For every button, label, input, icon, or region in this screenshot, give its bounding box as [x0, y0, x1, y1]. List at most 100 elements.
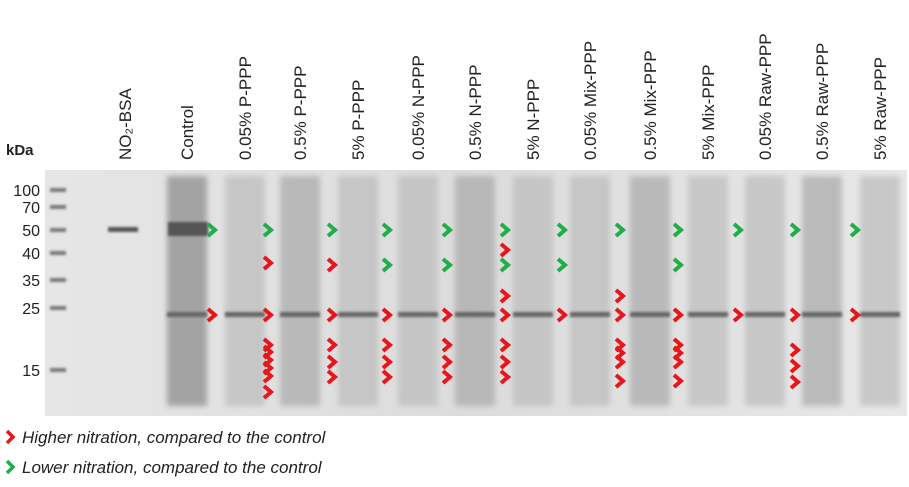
arrow	[789, 222, 802, 238]
lane-label: 0.5% P-PPP	[291, 66, 310, 161]
arrow	[499, 222, 512, 238]
band	[168, 222, 208, 236]
band	[108, 227, 138, 232]
band	[455, 312, 495, 317]
arrow	[441, 222, 454, 238]
legend: Higher nitration, compared to the contro…	[5, 428, 327, 477]
arrow	[206, 307, 219, 323]
marker-band	[50, 228, 66, 232]
arrow	[206, 222, 219, 238]
marker-label: 100	[13, 183, 40, 200]
marker-band	[50, 251, 66, 255]
arrow	[441, 337, 454, 353]
arrow	[614, 307, 627, 323]
lane-label: 0.5% Raw-PPP	[813, 43, 832, 160]
band	[338, 312, 378, 317]
marker-band	[50, 368, 66, 372]
lane-label: 0.05% N-PPP	[409, 55, 428, 160]
arrow	[326, 337, 339, 353]
lane-label: 5% P-PPP	[349, 80, 368, 160]
arrow	[381, 222, 394, 238]
gel-lanes	[167, 176, 900, 406]
arrow	[499, 354, 512, 370]
arrow	[732, 222, 745, 238]
lane-label: 0.05% P-PPP	[236, 56, 255, 160]
lane	[570, 176, 610, 406]
marker-label: 25	[22, 301, 40, 318]
lane-label: 5% N-PPP	[524, 79, 543, 160]
arrow	[614, 222, 627, 238]
arrow	[732, 307, 745, 323]
lane-label: Control	[178, 105, 197, 160]
lane	[745, 176, 785, 406]
lane-label: 0.5% Mix-PPP	[641, 50, 660, 160]
arrow	[441, 257, 454, 273]
lane	[338, 176, 378, 406]
marker-band	[50, 205, 66, 209]
lane	[280, 176, 320, 406]
legend-text: Lower nitration, compared to the control	[22, 458, 323, 477]
gel-bands	[50, 188, 900, 372]
lane	[167, 176, 207, 406]
lane-label: 0.05% Raw-PPP	[756, 33, 775, 160]
arrow	[326, 307, 339, 323]
arrow	[789, 342, 802, 358]
arrow	[326, 257, 339, 273]
marker-label: 35	[22, 273, 40, 290]
arrow	[441, 307, 454, 323]
arrow	[672, 222, 685, 238]
lane-label: 5% Raw-PPP	[871, 57, 890, 160]
marker-label: 40	[22, 246, 40, 263]
band	[688, 312, 728, 317]
lane-label: NO₂-BSA	[116, 88, 135, 160]
arrow	[499, 288, 512, 304]
marker-label: 50	[22, 223, 40, 240]
arrow	[672, 373, 685, 389]
arrow	[556, 257, 569, 273]
arrow	[499, 242, 512, 258]
band	[513, 312, 553, 317]
arrow	[262, 368, 275, 384]
band	[630, 312, 670, 317]
band	[860, 312, 900, 317]
lane-label: 0.05% Mix-PPP	[581, 41, 600, 160]
arrow	[672, 307, 685, 323]
band	[802, 312, 842, 317]
arrow	[262, 222, 275, 238]
arrow	[326, 369, 339, 385]
lane	[513, 176, 553, 406]
arrow	[499, 369, 512, 385]
lane	[688, 176, 728, 406]
arrow	[849, 307, 862, 323]
arrow	[441, 354, 454, 370]
lane-label: 0.5% N-PPP	[466, 65, 485, 160]
band	[280, 312, 320, 317]
arrow	[614, 373, 627, 389]
arrow	[262, 384, 275, 400]
arrow	[381, 354, 394, 370]
band	[398, 312, 438, 317]
lane-label: 5% Mix-PPP	[699, 65, 718, 160]
arrow	[556, 222, 569, 238]
arrow	[556, 307, 569, 323]
lane	[860, 176, 900, 406]
band	[225, 312, 265, 317]
lane	[398, 176, 438, 406]
arrow	[789, 307, 802, 323]
band	[570, 312, 610, 317]
arrow	[381, 257, 394, 273]
marker-band	[50, 278, 66, 282]
arrow	[326, 222, 339, 238]
arrow	[789, 374, 802, 390]
band	[745, 312, 785, 317]
lane	[225, 176, 265, 406]
marker-band	[50, 188, 66, 192]
arrow	[262, 307, 275, 323]
arrow	[499, 307, 512, 323]
marker-label: 15	[22, 363, 40, 380]
arrow	[499, 337, 512, 353]
lane	[630, 176, 670, 406]
arrow	[672, 257, 685, 273]
arrow	[381, 307, 394, 323]
arrow	[499, 257, 512, 273]
